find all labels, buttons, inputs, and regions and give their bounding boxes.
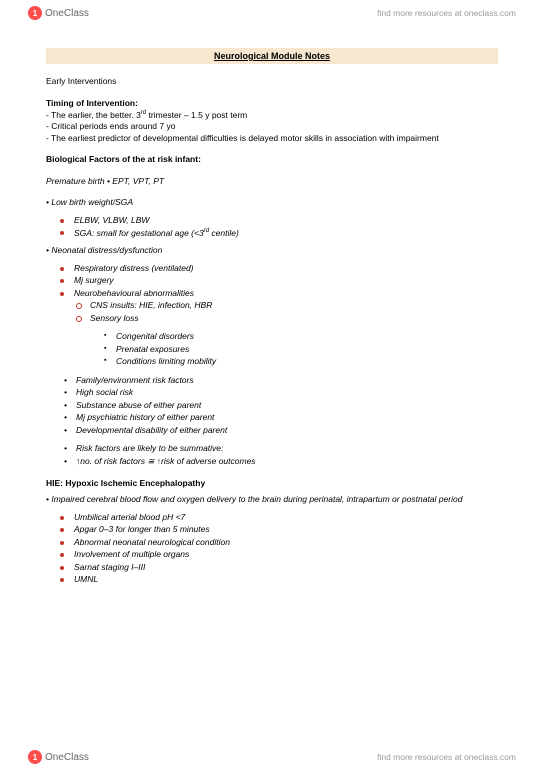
neonatal-list: Respiratory distress (ventilated) Mj sur… <box>46 263 498 299</box>
list-item: Apgar 0–3 for longer than 5 minutes <box>74 524 498 535</box>
list-item: Conditions limiting mobility <box>116 356 498 367</box>
timing-list: The earlier, the better. 3rd trimester –… <box>46 109 498 144</box>
list-item: ELBW, VLBW, LBW <box>74 215 498 226</box>
list-item: The earlier, the better. 3rd trimester –… <box>60 109 498 121</box>
logo-mark-icon: 1 <box>28 6 42 20</box>
footer-tagline: find more resources at oneclass.com <box>377 752 516 762</box>
list-item: Mj psychiatric history of either parent <box>76 412 498 423</box>
lbw-heading: Low birth weight/SGA <box>46 197 498 208</box>
section-early: Early Interventions <box>46 76 498 87</box>
list-item: Developmental disability of either paren… <box>76 425 498 436</box>
brand-logo: 1 OneClass <box>28 6 89 20</box>
brand-name: OneClass <box>45 8 89 19</box>
list-item: ↑no. of risk factors ≅ ↑risk of adverse … <box>76 456 498 467</box>
hie-description: Impaired cerebral blood flow and oxygen … <box>46 494 498 505</box>
list-item: UMNL <box>74 574 498 585</box>
logo-mark-icon: 1 <box>28 750 42 764</box>
hie-list: Umbilical arterial blood pH <7 Apgar 0–3… <box>46 512 498 586</box>
list-item: Abnormal neonatal neurological condition <box>74 537 498 548</box>
list-item: Sarnat staging I–III <box>74 562 498 573</box>
list-item: The earliest predictor of developmental … <box>60 133 498 144</box>
list-item: CNS insults: HIE, infection, HBR <box>90 300 498 311</box>
heading-timing: Timing of Intervention: <box>46 98 498 109</box>
list-item: High social risk <box>76 387 498 398</box>
list-item: SGA: small for gestational age (<3rd cen… <box>74 227 498 239</box>
page-footer: 1 OneClass find more resources at onecla… <box>0 744 544 770</box>
neuro-sublist: CNS insults: HIE, infection, HBR Sensory… <box>46 300 498 324</box>
page-header: 1 OneClass find more resources at onecla… <box>0 0 544 26</box>
list-item: Family/environment risk factors <box>76 375 498 386</box>
header-tagline: find more resources at oneclass.com <box>377 8 516 18</box>
premature-line: Premature birth • EPT, VPT, PT <box>46 176 498 187</box>
list-item: Critical periods ends around 7 yo <box>60 121 498 132</box>
brand-name-footer: OneClass <box>45 752 89 763</box>
list-item: Neurobehavioural abnormalities <box>74 288 498 299</box>
list-item: Substance abuse of either parent <box>76 400 498 411</box>
list-item: Prenatal exposures <box>116 344 498 355</box>
document-body: Neurological Module Notes Early Interven… <box>0 30 544 742</box>
document-title: Neurological Module Notes <box>46 48 498 64</box>
list-item: Risk factors are likely to be summative: <box>76 443 498 454</box>
square-sublist: Congenital disorders Prenatal exposures … <box>46 331 498 367</box>
list-item: Sensory loss <box>90 313 498 324</box>
list-item: Respiratory distress (ventilated) <box>74 263 498 274</box>
brand-logo-footer: 1 OneClass <box>28 750 89 764</box>
neonatal-heading: Neonatal distress/dysfunction <box>46 245 498 256</box>
family-list: Family/environment risk factors High soc… <box>46 375 498 436</box>
heading-hie: HIE: Hypoxic Ischemic Encephalopathy <box>46 478 498 489</box>
list-item: Umbilical arterial blood pH <7 <box>74 512 498 523</box>
list-item: Mj surgery <box>74 275 498 286</box>
summative-list: Risk factors are likely to be summative:… <box>46 443 498 467</box>
heading-biological: Biological Factors of the at risk infant… <box>46 154 498 165</box>
list-item: Congenital disorders <box>116 331 498 342</box>
lbw-list: ELBW, VLBW, LBW SGA: small for gestation… <box>46 215 498 240</box>
list-item: Involvement of multiple organs <box>74 549 498 560</box>
